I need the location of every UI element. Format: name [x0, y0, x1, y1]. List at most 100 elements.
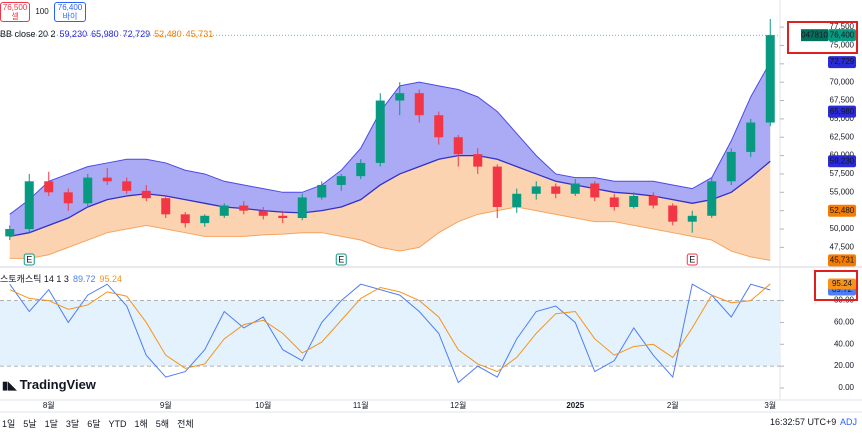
candle-body — [473, 154, 483, 167]
x-tick-label: 11월 — [353, 400, 369, 410]
sell-price: 76,500 — [2, 3, 28, 12]
y-tick-label: 65,000 — [830, 114, 855, 123]
candle-body — [590, 183, 600, 198]
y-tick-label: 62,500 — [830, 132, 855, 141]
range-button[interactable]: 1일 — [2, 419, 16, 429]
candle-body — [122, 181, 132, 191]
candle-body — [395, 93, 405, 101]
candle-body — [102, 177, 112, 182]
price-label: 65,980 — [830, 107, 855, 116]
range-button[interactable]: 3달 — [65, 419, 80, 429]
candle-body — [453, 137, 463, 155]
y-tick-label: 47,500 — [830, 242, 855, 251]
candle-body — [317, 184, 327, 198]
legend-title: BB close 20 2 — [0, 29, 56, 39]
candle-body — [24, 181, 34, 230]
adj-toggle[interactable]: ADJ — [840, 417, 858, 427]
price-label-box — [828, 105, 856, 118]
event-marker — [23, 253, 35, 266]
x-tick-label: 2025 — [566, 401, 584, 410]
event-label: E — [26, 254, 32, 264]
y-tick-label: 75,000 — [830, 41, 855, 50]
legend-value: 72,729 — [122, 29, 151, 39]
candle-body — [629, 195, 639, 207]
price-label-box — [828, 155, 856, 168]
candle-body — [687, 215, 697, 222]
y-tick-label: 0.00 — [838, 383, 854, 392]
candle-body — [609, 197, 619, 207]
price-label-box — [828, 254, 856, 267]
price-label: 52,480 — [830, 206, 855, 215]
legend-value: 59,230 — [59, 29, 88, 39]
candle-body — [512, 193, 522, 207]
candle-body — [531, 186, 541, 194]
price-label: 45,731 — [830, 255, 855, 264]
candle-body — [765, 35, 775, 123]
buy-button[interactable]: 76,400 바이 — [54, 2, 86, 22]
legend-title: 스토캐스틱 14 1 3 — [0, 274, 69, 284]
bb-legend: BB close 20 2 59,230 65,980 72,729 52,480 45,… — [0, 29, 221, 39]
price-label: 72,729 — [830, 57, 855, 66]
candle-body — [375, 100, 385, 163]
event-label: E — [689, 254, 695, 264]
x-tick-label: 10월 — [255, 400, 271, 410]
highlight-box — [814, 270, 858, 301]
x-tick-label: 3월 — [764, 400, 776, 410]
value-label-box — [828, 278, 856, 290]
value-label: 95.24 — [832, 279, 853, 288]
range-button[interactable]: 5날 — [23, 419, 37, 429]
candle-body — [297, 197, 307, 219]
candle-body — [726, 151, 736, 182]
range-button[interactable]: YTD — [108, 419, 127, 429]
band-line — [9, 206, 771, 261]
range-button[interactable]: 전체 — [177, 419, 194, 429]
candle-body — [141, 190, 151, 199]
price-label: 76,400 — [830, 30, 855, 39]
range-button[interactable]: 1해 — [134, 419, 148, 429]
quantity[interactable]: 100 — [35, 7, 49, 16]
buy-label: 바이 — [62, 12, 78, 21]
level-band — [0, 300, 780, 367]
event-marker — [686, 253, 698, 266]
candle-body — [570, 183, 580, 194]
event-marker — [335, 253, 347, 266]
candle-body — [219, 205, 229, 216]
candle-body — [83, 177, 93, 204]
stoch-line — [9, 283, 771, 373]
highlight-box — [787, 21, 858, 54]
range-button[interactable]: 1달 — [44, 419, 58, 429]
range-button[interactable]: 6달 — [87, 419, 101, 429]
band-line — [9, 61, 771, 215]
range-button[interactable]: 5해 — [155, 419, 170, 429]
candle-body — [161, 198, 171, 215]
candle-body — [278, 215, 288, 219]
y-tick-label: 60.00 — [834, 318, 855, 327]
legend-value: 65,980 — [91, 29, 119, 39]
legend-value: 95.24 — [99, 274, 122, 284]
y-tick-label: 67,500 — [830, 96, 855, 105]
band-line — [9, 154, 771, 238]
x-tick-label: 12월 — [450, 400, 466, 410]
candle-body — [551, 186, 561, 194]
candle-body — [356, 162, 366, 177]
stoch-line — [9, 283, 771, 384]
y-tick-label: 77,500 — [830, 22, 855, 31]
x-tick-label: 2월 — [667, 400, 679, 410]
logo: ▮◣ TradingView — [2, 377, 96, 392]
y-tick-label: 55,000 — [830, 187, 855, 196]
price-label-box — [828, 204, 856, 217]
legend-values: 59,230 65,980 72,729 52,480 45,731 — [60, 29, 218, 39]
y-tick-label: 40.00 — [834, 339, 855, 348]
price-label-box — [828, 56, 856, 69]
x-tick-label: 9월 — [160, 400, 172, 410]
sell-button[interactable]: 76,500 셀 — [0, 2, 30, 22]
candle-body — [492, 166, 502, 207]
candle-body — [414, 93, 424, 116]
y-tick-label: 20.00 — [834, 361, 855, 370]
candle-body — [239, 205, 249, 211]
value-label: 89.72 — [832, 285, 853, 294]
legend-values: 89.72 95.24 — [73, 274, 126, 284]
legend-value: 89.72 — [72, 274, 96, 284]
y-tick-label: 50,000 — [830, 224, 855, 233]
